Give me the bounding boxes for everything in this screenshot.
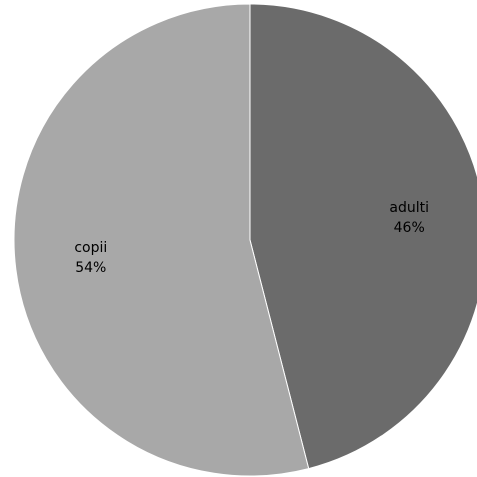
pie-slices xyxy=(13,3,477,477)
slice-percent-adulti: 46% xyxy=(394,220,425,236)
pie-labels: adulti 46% copii 54% xyxy=(74,200,429,276)
slice-label-copii: copii xyxy=(74,240,107,256)
slice-percent-copii: 54% xyxy=(75,260,106,276)
pie-slice-adulti xyxy=(249,3,477,470)
slice-label-adulti: adulti xyxy=(389,200,429,216)
pie-slice-copii xyxy=(13,3,310,477)
